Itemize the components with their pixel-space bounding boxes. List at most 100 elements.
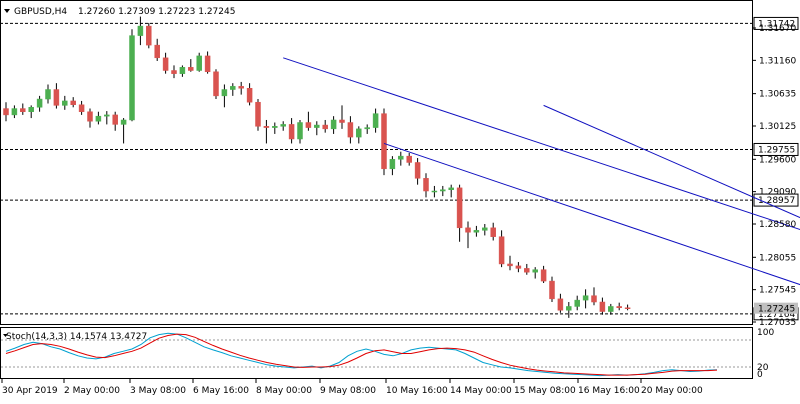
candle-body [314,124,320,128]
price-tick-label: 1.28580 [759,220,796,230]
price-tick-label: 1.27545 [759,286,796,296]
channel-line[interactable] [383,142,800,323]
stoch-main-line [5,332,718,377]
candle [305,111,312,131]
channel-line[interactable] [543,104,800,267]
candle [540,265,547,283]
time-axis[interactable]: 30 Apr 2019 2 May 00:00 3 May 08:00 6 May 1… [1,379,703,396]
candle-body [288,124,295,140]
candle [255,99,261,131]
candle [146,22,152,49]
candle-body [280,124,286,127]
candle [398,151,404,166]
price-axis[interactable]: 1.31670 1.31160 1.30635 1.30125 1.29600 1.290… [752,24,798,328]
candle [322,119,328,133]
level-price-label: 1.29755 [758,145,795,155]
candle [120,118,127,144]
level-price-box [753,142,799,156]
candle [11,105,18,119]
stoch-level-20: 20 [757,363,769,373]
candle [616,302,622,311]
candle [230,83,236,96]
candle-body [221,89,228,97]
candle-body [45,89,51,100]
candle [129,29,135,122]
candle-body [230,86,236,90]
trend-channels[interactable] [283,57,800,323]
candle [204,51,211,74]
candle-body [406,155,412,163]
candle-body [87,111,93,122]
candle-body [238,86,244,89]
candle-body [322,124,328,130]
candle [36,95,43,112]
candle [389,156,396,176]
candle-body [263,126,270,128]
candle [406,152,412,166]
price-tick-label: 1.31160 [759,56,796,66]
candle-body [473,230,480,233]
candle-body [137,25,144,36]
candle [45,84,51,104]
level-price-label: 1.28957 [758,196,795,206]
price-tick-label: 1.27035 [759,318,796,328]
time-tick-label: 16 May 16:00 [578,386,640,396]
stoch-level-0: 0 [757,370,763,380]
candle [188,59,194,72]
candle-body [28,107,34,112]
candle [364,124,370,134]
current-price-label: 1.27245 [758,305,795,315]
candle [440,185,446,197]
candle [53,83,60,109]
candle-body [162,57,169,71]
level-price-label: 1.31742 [758,19,795,29]
candle [498,230,505,268]
candle-body [540,269,547,282]
candle-body [608,306,614,312]
candle [288,118,295,144]
candle-body [297,122,303,140]
stoch-panel-frame [0,327,753,379]
candle-body [78,104,85,112]
time-tick-label: 2 May 00:00 [64,386,120,396]
candle-body [3,108,9,116]
candle-body [20,108,26,112]
candle [356,126,362,144]
candle-body [255,101,261,127]
candle-body [246,88,253,103]
symbol-dropdown-icon[interactable] [4,9,10,13]
candle [557,293,564,313]
candle [314,121,320,136]
price-tick-label: 1.29090 [759,188,796,198]
price-tick-label: 1.30125 [759,122,796,132]
stoch-dropdown-icon[interactable] [3,334,8,337]
price-tick-label: 1.29600 [759,155,796,165]
stochastic-oscillator [1,332,752,377]
level-price-box [753,193,799,207]
candle [339,105,345,129]
candle-body [381,113,387,170]
time-tick-label: 20 May 00:00 [641,386,703,396]
candle [448,184,454,198]
candle-body [347,122,354,138]
candle-body [104,114,110,117]
candle-body [171,70,177,74]
price-tick-label: 1.31670 [759,24,796,34]
candle [246,83,253,106]
candle-body [549,280,555,300]
candle-body [62,100,68,106]
candle-body [582,295,589,301]
candle-body [70,100,76,106]
candle-body [146,25,152,46]
candle [70,97,76,108]
channel-line[interactable] [283,57,800,267]
candle-body [154,44,160,59]
candle-body [356,128,362,138]
time-tick-label: 8 May 00:00 [256,386,312,396]
candle [482,224,488,236]
candle [20,103,26,115]
candle [515,262,522,273]
candle [280,121,286,131]
